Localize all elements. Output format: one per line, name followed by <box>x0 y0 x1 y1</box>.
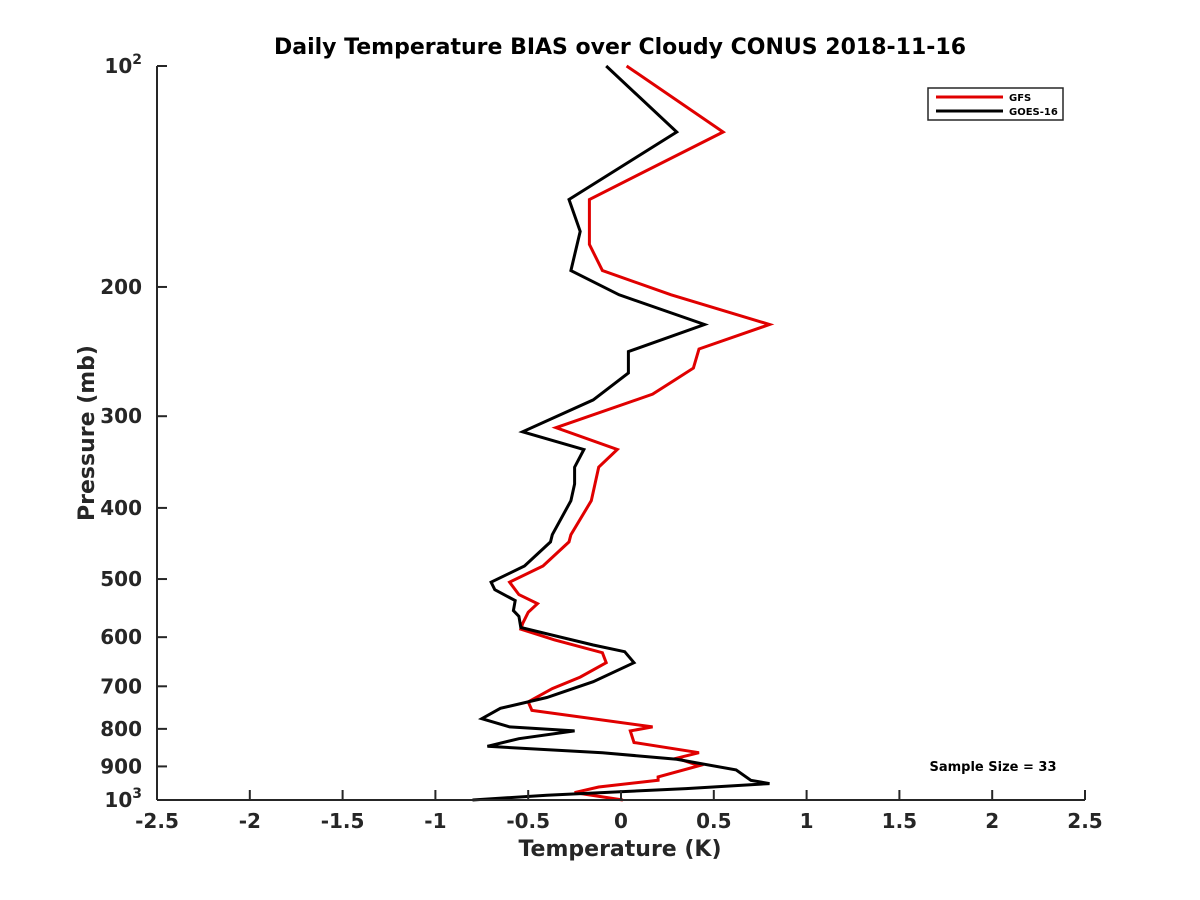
legend-label: GOES-16 <box>1009 107 1058 118</box>
plot-lines <box>472 64 775 802</box>
y-tick-label: 400 <box>100 496 142 520</box>
x-tick-label: 2.5 <box>1067 809 1102 833</box>
y-tick-label: 800 <box>100 717 142 741</box>
legend: GFS GOES-16 <box>927 87 1064 121</box>
y-tick-label: 900 <box>100 754 142 778</box>
y-tick-label: 600 <box>100 625 142 649</box>
chart-title: Daily Temperature BIAS over Cloudy CONUS… <box>274 35 966 60</box>
y-tick-label: 102 <box>104 52 142 78</box>
y-tick-label: 103 <box>104 786 142 812</box>
y-tick-label: 200 <box>100 275 142 299</box>
x-tick-label: 1.5 <box>882 809 917 833</box>
y-tick-label: 500 <box>100 567 142 591</box>
y-tick-label: 700 <box>100 674 142 698</box>
x-tick-label: -1 <box>424 809 446 833</box>
x-tick-label: 0.5 <box>696 809 731 833</box>
axes: -2.5 -2 -1.5 -1 -0.5 0 0.5 1 1.5 2 2.5 102 200 300 400… <box>100 52 1102 833</box>
x-tick-label: 2 <box>985 809 999 833</box>
x-tick-label: -2.5 <box>135 809 179 833</box>
y-axis-label: Pressure (mb) <box>75 345 100 521</box>
y-tick-label: 300 <box>100 404 142 428</box>
legend-label: GFS <box>1009 93 1031 104</box>
legend-box <box>927 87 1064 121</box>
x-tick-label: -2 <box>239 809 261 833</box>
series-line-gfs <box>507 64 775 802</box>
x-tick-label: 0 <box>614 809 628 833</box>
x-tick-label: -1.5 <box>321 809 365 833</box>
sample-size-annotation: Sample Size = 33 <box>929 760 1056 775</box>
series-line-goes-16 <box>472 64 770 802</box>
x-tick-label: -0.5 <box>506 809 550 833</box>
x-axis-label: Temperature (K) <box>518 837 721 862</box>
x-tick-label: 1 <box>800 809 814 833</box>
